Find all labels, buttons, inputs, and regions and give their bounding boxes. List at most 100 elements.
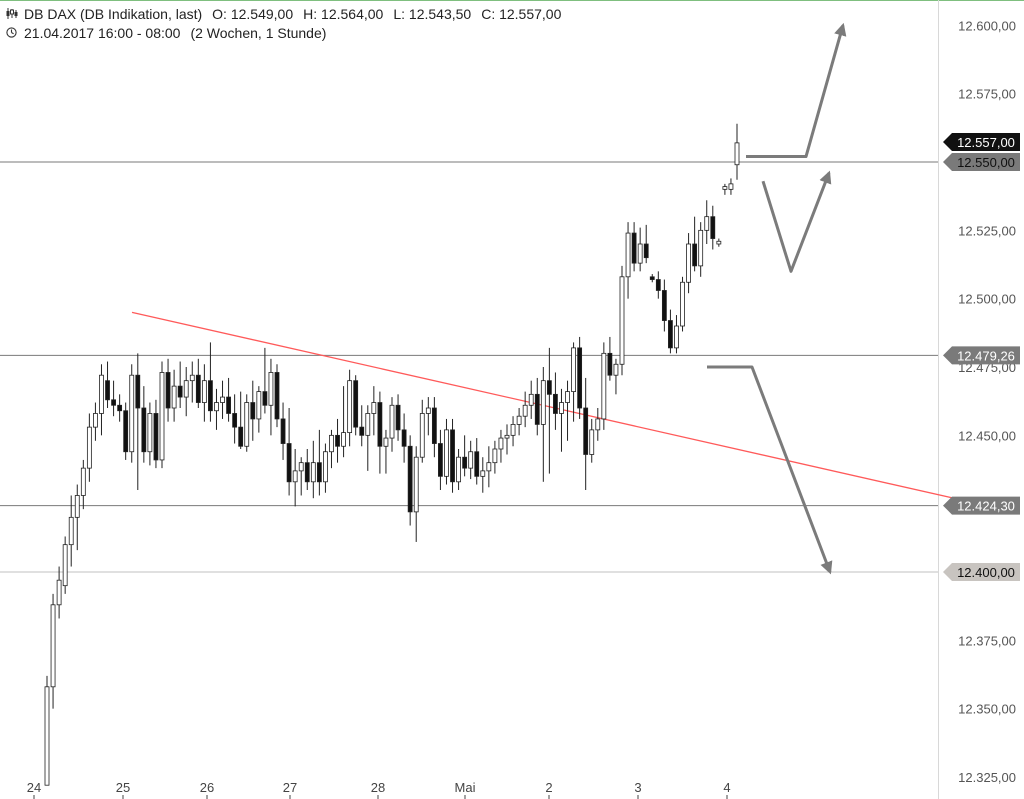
x-tick-label: 26 xyxy=(200,780,214,795)
candle xyxy=(716,238,722,247)
candle xyxy=(637,227,643,272)
candle-body xyxy=(323,451,328,483)
price-tag-bg xyxy=(943,133,1020,151)
candle xyxy=(359,405,365,447)
candle xyxy=(686,233,691,294)
candle-body xyxy=(565,391,570,403)
candle xyxy=(201,364,207,422)
y-tick-label: 12.575,00 xyxy=(958,87,1016,102)
candle xyxy=(365,405,371,471)
candle-body xyxy=(510,424,516,436)
scenario-arrows xyxy=(707,22,847,575)
candle-body xyxy=(195,374,201,403)
candle-body xyxy=(546,380,552,395)
candle-body xyxy=(335,434,340,447)
candle-body xyxy=(613,363,619,376)
candle xyxy=(117,394,123,422)
candle-body xyxy=(395,404,401,431)
candle xyxy=(262,347,268,414)
candle-body xyxy=(383,437,389,447)
candle-body xyxy=(111,399,116,406)
candle xyxy=(540,367,546,482)
candle xyxy=(208,342,213,422)
candle-body xyxy=(62,544,68,587)
candle-body xyxy=(86,426,92,469)
candle xyxy=(371,386,377,436)
candle-body xyxy=(486,462,492,472)
time-axis: 24 25 26 27 28 Mai 2 3 4 xyxy=(27,780,731,799)
candle-body xyxy=(716,240,722,245)
candle-body xyxy=(553,393,558,414)
candle-body xyxy=(710,216,716,239)
candle xyxy=(135,353,141,491)
candle-body xyxy=(141,407,147,453)
candle xyxy=(310,440,316,499)
candle xyxy=(335,418,340,463)
price-tag-label: 12.550,00 xyxy=(957,155,1015,170)
candle xyxy=(425,397,431,436)
candle xyxy=(256,386,262,433)
candle xyxy=(189,361,195,403)
candle-body xyxy=(528,393,534,406)
y-tick-label: 12.375,00 xyxy=(958,633,1016,648)
candle-body xyxy=(649,276,655,280)
candle xyxy=(601,342,607,430)
chart-header: DB DAX (DB Indikation, last) O: 12.549,00… xyxy=(0,0,940,46)
candle xyxy=(704,200,710,245)
candle-body xyxy=(474,451,480,477)
price-tag-label: 12.557,00 xyxy=(957,135,1015,150)
candle xyxy=(298,457,304,496)
candle xyxy=(286,408,292,496)
candle-body xyxy=(704,216,710,231)
candle xyxy=(607,336,613,381)
candle xyxy=(171,369,177,422)
candle-body xyxy=(226,396,231,414)
candle xyxy=(244,394,250,452)
candle xyxy=(431,397,437,458)
candle-body xyxy=(438,443,443,477)
candle xyxy=(232,394,238,444)
candle-body xyxy=(298,462,304,472)
candle xyxy=(353,375,359,436)
candle-body xyxy=(734,142,740,166)
price-tags: 12.557,00 12.550,00 12.479,26 12.424,30 12.4… xyxy=(943,133,1020,582)
candle-body xyxy=(419,413,425,458)
candle xyxy=(159,361,165,469)
candle-body xyxy=(492,448,498,464)
candle-body xyxy=(353,380,359,428)
candle-body xyxy=(262,391,268,406)
candle-body xyxy=(456,456,461,483)
candle-body xyxy=(686,243,691,283)
candle xyxy=(492,440,498,474)
candle-body xyxy=(722,186,728,190)
candle xyxy=(292,449,298,507)
candle xyxy=(238,391,244,450)
candle xyxy=(438,429,443,491)
candle-body xyxy=(310,462,316,483)
candle xyxy=(389,397,395,452)
candle-body xyxy=(105,380,110,401)
candle xyxy=(377,391,383,474)
x-tick-label: 2 xyxy=(545,780,552,795)
candle xyxy=(565,380,570,441)
clock-icon xyxy=(6,27,20,41)
candle-body xyxy=(674,325,679,349)
candle-body xyxy=(571,347,576,393)
candle xyxy=(456,449,461,491)
candle xyxy=(383,429,389,474)
candle xyxy=(474,438,480,485)
candle-body xyxy=(625,232,631,278)
candle-body xyxy=(431,407,437,444)
candle-body xyxy=(516,415,522,425)
price-tag-bg xyxy=(943,346,1020,365)
candle xyxy=(123,402,129,460)
candle xyxy=(316,429,322,496)
candle-body xyxy=(413,456,419,513)
candle-body xyxy=(214,402,219,412)
candle xyxy=(619,265,625,376)
candle xyxy=(534,377,540,436)
candle xyxy=(595,408,601,441)
candle-body xyxy=(153,413,159,461)
candle xyxy=(68,495,74,567)
